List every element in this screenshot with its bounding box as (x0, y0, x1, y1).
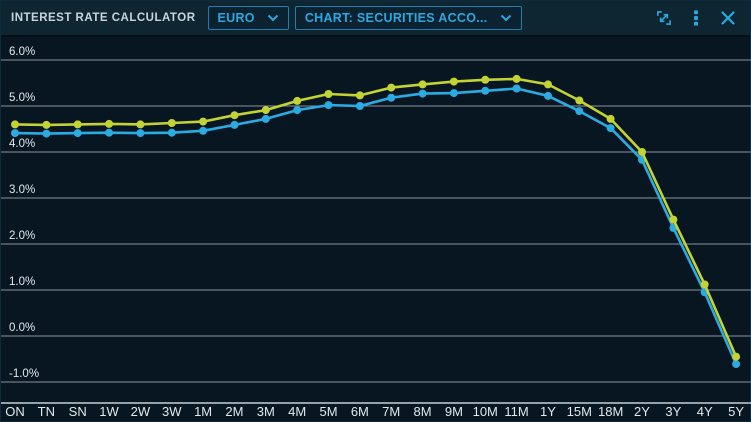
yellow-series-point-15M[interactable] (575, 96, 584, 105)
x-tick-label: 2M (225, 404, 243, 419)
x-tick-label: 11M (504, 404, 528, 419)
y-tick-label: 3.0% (9, 184, 35, 196)
x-tick-label: 1M (194, 404, 212, 419)
rate-chart: 6.0% 5.0% 4.0% 3.0% 2.0% 1.0% 0.0% -1.0% ON TN SN 1… (1, 37, 751, 421)
x-tick-label: TN (38, 404, 55, 419)
yellow-series-point-TN[interactable] (42, 120, 51, 129)
x-tick-label: 8M (414, 404, 432, 419)
cyan-series-point-1Y[interactable] (544, 91, 552, 100)
cyan-series-point-18M[interactable] (606, 124, 615, 133)
cyan-series-point-1W[interactable] (105, 128, 114, 137)
yellow-series-line (14, 77, 738, 358)
chart-type-dropdown[interactable]: CHART: SECURITIES ACCO... (294, 6, 522, 30)
chevron-down-icon (500, 14, 512, 22)
close-icon[interactable] (718, 8, 738, 28)
x-tick-label: 2Y (634, 404, 650, 419)
yellow-series-point-1M[interactable] (199, 117, 208, 126)
yellow-series-point-3W[interactable] (167, 119, 176, 127)
currency-dropdown[interactable]: EURO (207, 6, 289, 30)
yellow-series-point-3Y[interactable] (669, 215, 678, 224)
x-tick-label: 3Y (665, 404, 681, 419)
rate-chart-canvas: 6.0% 5.0% 4.0% 3.0% 2.0% 1.0% 0.0% -1.0% ON TN SN 1… (1, 46, 751, 419)
cyan-series-point-1M[interactable] (199, 126, 208, 135)
yellow-series-point-2M[interactable] (230, 111, 239, 120)
x-tick-label: 15M (567, 404, 592, 419)
y-tick-label: 5.0% (9, 92, 35, 104)
cyan-series-point-4M[interactable] (293, 106, 302, 115)
cyan-series-point-SN[interactable] (73, 129, 82, 138)
cyan-series-point-5M[interactable] (324, 101, 333, 110)
yellow-series-point-SN[interactable] (73, 120, 82, 129)
cyan-series-point-10M[interactable] (481, 86, 490, 95)
x-tick-label: SN (69, 404, 87, 419)
y-tick-label: 4.0% (9, 138, 35, 150)
yellow-series-point-3M[interactable] (261, 106, 270, 115)
yellow-series-point-5M[interactable] (324, 90, 333, 98)
y-tick-label: 0.0% (9, 322, 35, 334)
cyan-series-point-5Y[interactable] (732, 360, 741, 369)
header-action-icons (654, 8, 738, 28)
x-tick-label: 1Y (540, 404, 556, 419)
cyan-series-point-TN[interactable] (42, 129, 51, 138)
cyan-series-point-8M[interactable] (418, 89, 427, 98)
yellow-series-point-11M[interactable] (512, 74, 521, 83)
x-tick-label: ON (5, 404, 25, 419)
x-tick-label: 10M (473, 404, 498, 419)
x-tick-label: 9M (445, 404, 463, 419)
yellow-series-point-4M[interactable] (293, 96, 302, 105)
currency-dropdown-value: EURO (217, 11, 255, 25)
widget-header: INTEREST RATE CALCULATOR EURO CHART: SEC… (1, 1, 750, 37)
x-tick-label: 6M (351, 404, 369, 419)
cyan-series-point-11M[interactable] (512, 84, 521, 93)
y-tick-label: 1.0% (9, 276, 35, 288)
x-tick-label: 7M (382, 404, 400, 419)
x-tick-label: 1W (99, 404, 119, 419)
cyan-series-point-6M[interactable] (355, 102, 364, 110)
widget-title: INTEREST RATE CALCULATOR (11, 12, 196, 24)
x-tick-label: 3M (257, 404, 275, 419)
yellow-series-point-9M[interactable] (449, 77, 458, 86)
cyan-series-point-7M[interactable] (387, 93, 396, 102)
x-tick-label: 5Y (728, 404, 744, 419)
cyan-series-point-9M[interactable] (449, 89, 458, 98)
chevron-down-icon (267, 14, 279, 22)
x-tick-label: 2W (131, 404, 151, 419)
yellow-series-point-4Y[interactable] (700, 280, 709, 289)
y-tick-label: 2.0% (9, 230, 35, 242)
yellow-series-point-8M[interactable] (418, 80, 427, 89)
cyan-series-line (14, 87, 738, 365)
x-tick-label: 3W (162, 404, 182, 419)
cyan-series-point-2M[interactable] (230, 120, 239, 129)
yellow-series-point-18M[interactable] (606, 114, 615, 123)
x-tick-label: 4M (288, 404, 306, 419)
yellow-series-point-ON[interactable] (11, 120, 19, 129)
kebab-menu-icon[interactable] (686, 8, 706, 28)
yellow-series-point-2Y[interactable] (638, 148, 646, 156)
yellow-series-point-7M[interactable] (387, 83, 396, 92)
cyan-series-point-3M[interactable] (261, 114, 270, 123)
yellow-series-point-6M[interactable] (355, 91, 364, 100)
chart-type-dropdown-value: CHART: SECURITIES ACCO... (304, 11, 488, 25)
x-tick-label: 5M (319, 404, 337, 419)
yellow-series-point-5Y[interactable] (732, 352, 741, 361)
yellow-series-point-2W[interactable] (136, 120, 145, 129)
yellow-series-point-1W[interactable] (105, 119, 114, 128)
cyan-series-point-ON[interactable] (11, 129, 19, 138)
y-tick-label: -1.0% (9, 368, 39, 380)
y-tick-label: 6.0% (9, 46, 35, 58)
cyan-series-point-3W[interactable] (167, 128, 176, 137)
yellow-series-point-10M[interactable] (481, 75, 490, 84)
expand-icon[interactable] (654, 8, 674, 28)
cyan-series-point-15M[interactable] (575, 107, 584, 116)
x-tick-label: 4Y (697, 404, 713, 419)
cyan-series-point-2W[interactable] (136, 129, 145, 138)
yellow-series-point-1Y[interactable] (544, 80, 552, 89)
x-tick-label: 18M (598, 404, 623, 419)
